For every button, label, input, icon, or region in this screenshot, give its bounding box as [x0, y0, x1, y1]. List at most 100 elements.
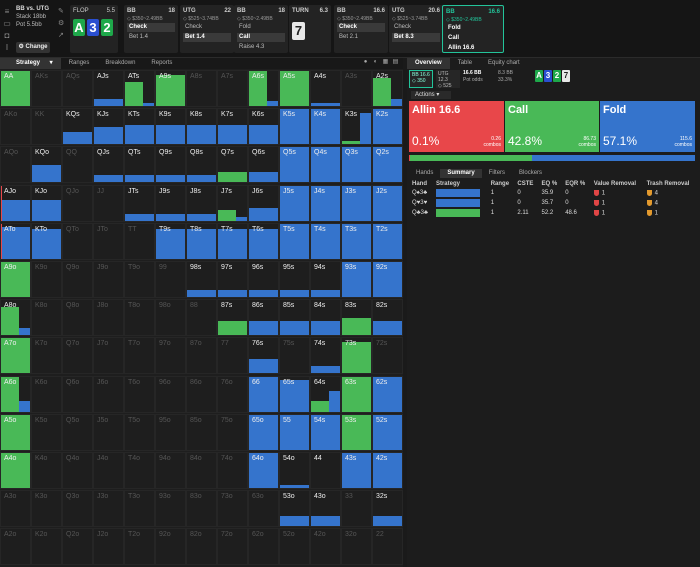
- call-option[interactable]: Call 42.8% 86.73 combos: [505, 101, 599, 152]
- table-header[interactable]: Trash Removal: [646, 181, 690, 187]
- hand-cell[interactable]: A6s: [248, 70, 279, 107]
- hand-cell[interactable]: Q2o: [62, 528, 93, 566]
- hand-cell[interactable]: QTo: [62, 222, 93, 260]
- node-option[interactable]: Raise 4.3: [239, 44, 265, 50]
- hand-cell[interactable]: AKs: [31, 70, 62, 107]
- hand-cell[interactable]: 77: [217, 337, 248, 375]
- hand-cell[interactable]: K2o: [31, 528, 62, 566]
- hand-cell[interactable]: K2s: [372, 108, 403, 146]
- hand-cell[interactable]: AKo: [0, 108, 31, 146]
- hand-cell[interactable]: T5s: [279, 222, 310, 260]
- tab-strategy[interactable]: Strategy ▾: [0, 58, 61, 69]
- hand-cell[interactable]: A9s: [155, 70, 186, 107]
- hand-cell[interactable]: T9o: [124, 261, 155, 298]
- hand-cell[interactable]: J6s: [248, 184, 279, 222]
- hand-cell[interactable]: T7s: [217, 222, 248, 260]
- hand-cell[interactable]: QTs: [124, 146, 155, 184]
- share-icon[interactable]: ↗: [58, 32, 64, 39]
- hand-cell[interactable]: K7s: [217, 108, 248, 146]
- hand-cell[interactable]: 72s: [372, 337, 403, 375]
- hand-cell[interactable]: 97o: [155, 337, 186, 375]
- hand-cell[interactable]: J9s: [155, 184, 186, 222]
- hand-cell[interactable]: 63s: [341, 375, 372, 413]
- hand-cell[interactable]: 76s: [248, 337, 279, 375]
- hand-cell[interactable]: A4o: [0, 452, 31, 489]
- table-header[interactable]: Value Removal: [593, 181, 637, 187]
- hand-cell[interactable]: 85o: [186, 413, 217, 451]
- hand-cell[interactable]: A8s: [186, 70, 217, 107]
- hand-cell[interactable]: T2s: [372, 222, 403, 260]
- hand-cell[interactable]: 96o: [155, 375, 186, 413]
- hand-cell[interactable]: K5s: [279, 108, 310, 146]
- hand-cell[interactable]: 84o: [186, 452, 217, 489]
- table-header[interactable]: Strategy: [435, 181, 460, 187]
- hand-cell[interactable]: 73s: [341, 337, 372, 375]
- tab-breakdown[interactable]: Breakdown: [105, 60, 136, 66]
- change-button[interactable]: ⚙ Change: [16, 42, 50, 53]
- node-option[interactable]: Bet 1.4: [183, 33, 231, 42]
- hand-cell[interactable]: 52o: [279, 528, 310, 566]
- hand-cell[interactable]: 76o: [217, 375, 248, 413]
- hand-cell[interactable]: J8o: [93, 299, 124, 337]
- gear-icon[interactable]: ⚙: [58, 20, 65, 27]
- hand-cell[interactable]: Q2s: [372, 146, 403, 184]
- hand-cell[interactable]: Q4s: [310, 146, 341, 184]
- hand-cell[interactable]: 85s: [279, 299, 310, 337]
- hand-cell[interactable]: JJ: [93, 184, 124, 222]
- hand-cell[interactable]: 82o: [186, 528, 217, 566]
- node-option[interactable]: Bet 2.1: [339, 34, 359, 40]
- hand-cell[interactable]: Q5o: [62, 413, 93, 451]
- hand-cell[interactable]: T8o: [124, 299, 155, 337]
- hand-cell[interactable]: 54o: [279, 452, 310, 489]
- hand-cell[interactable]: A3o: [0, 490, 31, 528]
- hand-cell[interactable]: A2o: [0, 528, 31, 566]
- hand-cell[interactable]: J7s: [217, 184, 248, 222]
- hand-cell[interactable]: 92o: [155, 528, 186, 566]
- hand-cell[interactable]: 73o: [217, 490, 248, 528]
- hand-cell[interactable]: 87s: [217, 299, 248, 337]
- hand-cell[interactable]: T4s: [310, 222, 341, 260]
- list-view-icon[interactable]: ▤: [392, 59, 399, 65]
- node-option[interactable]: Check: [337, 23, 385, 32]
- hand-cell[interactable]: Q6o: [62, 375, 93, 413]
- hand-cell[interactable]: KJo: [31, 184, 62, 222]
- allin-option[interactable]: Allin 16.6 0.1% 0.26 combos: [409, 101, 504, 152]
- table-header[interactable]: CSTE: [517, 181, 534, 187]
- table-row[interactable]: Q♣3♣ 1 2.11 52.2 48.6 1 1: [409, 208, 697, 218]
- hand-cell[interactable]: 53s: [341, 413, 372, 451]
- hand-cell[interactable]: A2s: [372, 70, 403, 107]
- hand-cell[interactable]: A7s: [217, 70, 248, 107]
- tab-filters[interactable]: Filters: [488, 170, 506, 176]
- hand-cell[interactable]: Q7o: [62, 337, 93, 375]
- car-icon[interactable]: ◘: [4, 31, 10, 40]
- hand-cell[interactable]: K4o: [31, 452, 62, 489]
- hand-cell[interactable]: Q9o: [62, 261, 93, 298]
- hand-cell[interactable]: ATo: [0, 222, 31, 260]
- action-node-bb-turn[interactable]: BB 16.6 ◇ $350~2.49BB Check Bet 2.1: [334, 5, 388, 53]
- node-option[interactable]: Bet 8.3: [392, 33, 440, 42]
- hand-cell[interactable]: 92s: [372, 261, 403, 298]
- node-option[interactable]: Call: [237, 33, 285, 42]
- hand-cell[interactable]: TT: [124, 222, 155, 260]
- hand-cell[interactable]: A6o: [0, 375, 31, 413]
- hand-cell[interactable]: Q3o: [62, 490, 93, 528]
- hand-cell[interactable]: K8o: [31, 299, 62, 337]
- hand-cell[interactable]: 22: [372, 528, 403, 566]
- hand-cell[interactable]: 63o: [248, 490, 279, 528]
- hand-cell[interactable]: QJs: [93, 146, 124, 184]
- hand-cell[interactable]: KQs: [62, 108, 93, 146]
- hand-cell[interactable]: 75s: [279, 337, 310, 375]
- hand-cell[interactable]: KTo: [31, 222, 62, 260]
- table-row[interactable]: Q♥3♥ 1 0 35.7 0 1 4: [409, 198, 697, 208]
- hand-cell[interactable]: T5o: [124, 413, 155, 451]
- table-header[interactable]: Hand: [412, 181, 427, 187]
- hand-cell[interactable]: A3s: [341, 70, 372, 107]
- hand-cell[interactable]: J2s: [372, 184, 403, 222]
- hand-cell[interactable]: A7o: [0, 337, 31, 375]
- hand-cell[interactable]: A5o: [0, 413, 31, 451]
- hand-cell[interactable]: K9o: [31, 261, 62, 298]
- hand-cell[interactable]: K4s: [310, 108, 341, 146]
- node-option[interactable]: Check: [185, 24, 203, 30]
- hand-cell[interactable]: T8s: [186, 222, 217, 260]
- hand-cell[interactable]: 53o: [279, 490, 310, 528]
